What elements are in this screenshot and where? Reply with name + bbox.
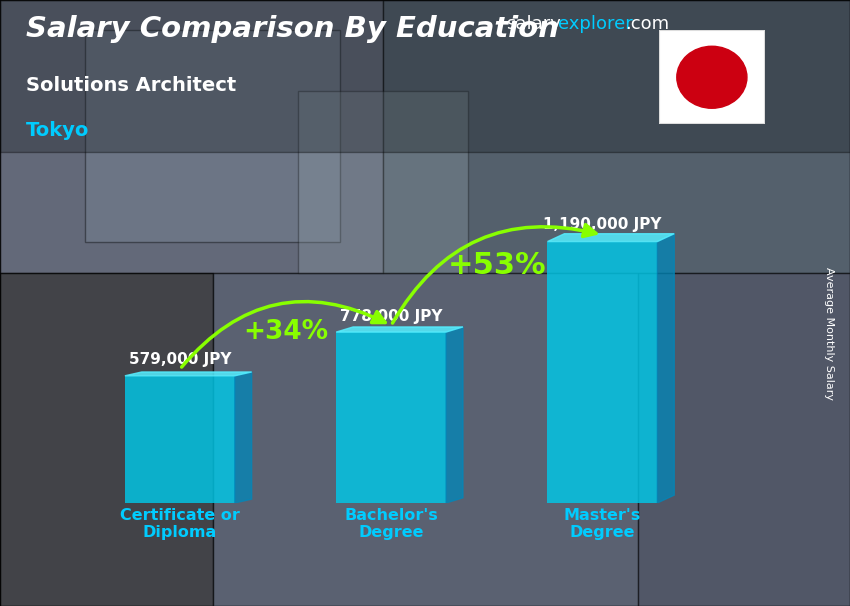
FancyBboxPatch shape	[659, 30, 765, 124]
Text: Average Monthly Salary: Average Monthly Salary	[824, 267, 834, 400]
Text: 1,190,000 JPY: 1,190,000 JPY	[543, 217, 661, 231]
FancyBboxPatch shape	[547, 242, 657, 503]
Text: explorer: explorer	[558, 15, 632, 33]
Text: Salary Comparison By Education: Salary Comparison By Education	[26, 15, 558, 43]
Text: 778,000 JPY: 778,000 JPY	[340, 308, 442, 324]
Polygon shape	[337, 327, 463, 332]
FancyBboxPatch shape	[125, 376, 235, 503]
Text: 579,000 JPY: 579,000 JPY	[128, 353, 231, 367]
Text: Tokyo: Tokyo	[26, 121, 89, 140]
FancyBboxPatch shape	[337, 332, 446, 503]
Text: salary: salary	[506, 15, 561, 33]
Polygon shape	[125, 372, 252, 376]
Text: +53%: +53%	[447, 251, 546, 280]
Text: .com: .com	[626, 15, 670, 33]
Circle shape	[677, 46, 747, 108]
Polygon shape	[235, 372, 252, 503]
Polygon shape	[547, 234, 674, 242]
Text: Solutions Architect: Solutions Architect	[26, 76, 235, 95]
Polygon shape	[446, 327, 463, 503]
Polygon shape	[657, 234, 674, 503]
Text: +34%: +34%	[243, 319, 328, 345]
